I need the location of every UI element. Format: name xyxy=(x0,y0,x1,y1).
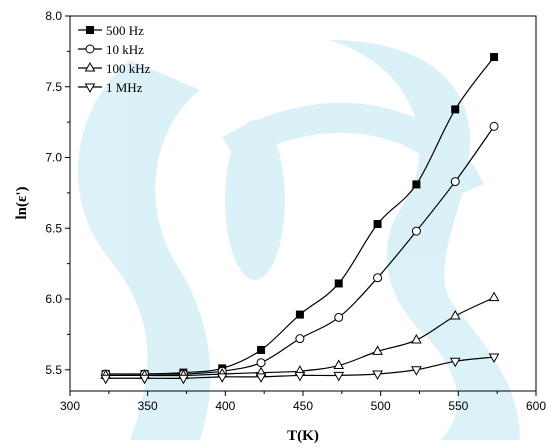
x-tick-label: 550 xyxy=(448,399,468,413)
y-tick-label: 5.5 xyxy=(45,363,62,377)
data-point xyxy=(411,366,422,376)
x-tick-label: 500 xyxy=(371,399,391,413)
data-point xyxy=(139,374,150,385)
data-point xyxy=(334,279,343,288)
legend-item: 100 kHz xyxy=(78,61,151,76)
legend-item: 500 Hz xyxy=(78,23,144,38)
data-point xyxy=(334,312,344,322)
data-point xyxy=(295,310,304,319)
y-axis: 5.5 6.0 6.5 7.0 7.5 8.0 xyxy=(45,9,70,377)
x-tick-label: 350 xyxy=(138,399,158,413)
x-tick-label: 400 xyxy=(215,399,235,413)
legend-marker xyxy=(86,26,94,34)
x-tick-label: 450 xyxy=(293,399,313,413)
data-point xyxy=(178,374,189,385)
data-point xyxy=(490,53,499,62)
legend-label: 10 kHz xyxy=(106,42,144,57)
series-line xyxy=(105,56,495,375)
y-tick-label: 7.0 xyxy=(45,151,62,165)
data-point xyxy=(216,373,228,383)
y-tick-label: 7.5 xyxy=(45,80,62,94)
legend-label: 1 MHz xyxy=(106,80,143,95)
data-point xyxy=(294,371,306,382)
data-point xyxy=(373,273,383,283)
y-tick-label: 8.0 xyxy=(45,9,62,23)
y-axis-title: ln(ε') xyxy=(14,186,30,219)
data-point xyxy=(449,309,461,320)
data-point xyxy=(412,180,421,189)
data-point xyxy=(449,357,461,368)
data-point xyxy=(255,373,267,383)
x-axis-title: T(K) xyxy=(287,428,319,444)
y-tick-label: 6.5 xyxy=(45,221,62,235)
data-point xyxy=(257,345,266,354)
data-point xyxy=(411,226,421,236)
watermark xyxy=(77,40,520,440)
series-3 xyxy=(100,353,500,385)
data-point xyxy=(373,220,382,229)
data-point xyxy=(256,358,266,368)
y-tick-label: 6.0 xyxy=(45,292,62,306)
data-point xyxy=(451,105,460,114)
data-point xyxy=(488,353,500,364)
legend-item: 1 MHz xyxy=(78,80,143,95)
data-point xyxy=(295,334,305,344)
legend-item: 10 kHz xyxy=(78,42,144,57)
data-point xyxy=(372,370,383,381)
legend: 500 Hz 10 kHz 100 kHz 1 MHz xyxy=(78,23,151,95)
series-1 xyxy=(101,121,499,379)
data-point xyxy=(100,374,112,385)
data-point xyxy=(333,371,345,382)
legend-marker xyxy=(85,44,95,54)
series-layer xyxy=(100,53,500,385)
data-point xyxy=(450,177,460,187)
legend-marker xyxy=(84,61,96,72)
data-point xyxy=(372,345,383,355)
x-tick-label: 600 xyxy=(526,399,546,413)
x-tick-label: 300 xyxy=(60,399,80,413)
data-point xyxy=(489,121,499,131)
legend-label: 100 kHz xyxy=(106,61,151,76)
data-point xyxy=(488,291,500,302)
data-point xyxy=(333,359,345,370)
legend-label: 500 Hz xyxy=(106,23,144,38)
data-point xyxy=(411,334,422,344)
x-axis: 300 350 400 450 500 550 600 xyxy=(60,391,546,413)
legend-marker xyxy=(84,83,96,94)
